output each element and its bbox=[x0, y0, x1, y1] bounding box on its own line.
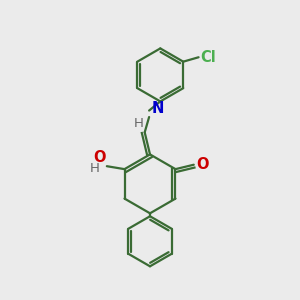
Text: H: H bbox=[89, 162, 99, 175]
Text: N: N bbox=[152, 100, 164, 116]
Text: O: O bbox=[93, 150, 105, 165]
Text: Cl: Cl bbox=[200, 50, 216, 65]
Text: O: O bbox=[196, 157, 208, 172]
Text: H: H bbox=[134, 117, 144, 130]
